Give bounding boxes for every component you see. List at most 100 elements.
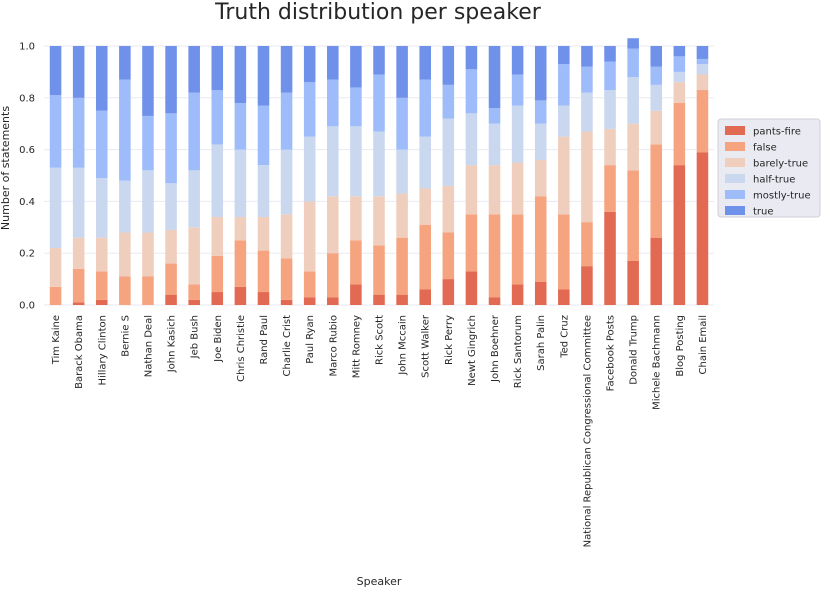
bar-stack [95,46,108,305]
bar-segment-barely-true [72,237,85,269]
bar-segment-half-true [696,64,709,75]
bar-segment-pants-fire [465,271,478,305]
bar-stack [257,46,270,305]
bar-segment-false [72,268,85,303]
bar-segment-barely-true [119,232,131,277]
bar-segment-half-true [442,118,455,186]
bar-segment-barely-true [188,227,200,285]
bar-segment-mostly-true [673,56,686,72]
bar-segment-mostly-true [119,79,131,181]
bar-segment-false [119,276,131,305]
bar-stack [673,46,686,305]
bar-segment-false [142,276,154,305]
bar-segment-false [419,224,431,290]
bar-segment-pants-fire [534,281,547,305]
bar-segment-true [280,46,293,93]
bar-segment-barely-true [280,214,293,259]
bars [49,38,709,305]
bar-segment-pants-fire [581,266,593,305]
y-axis-label: Number of statements [0,106,12,230]
bar-segment-half-true [234,149,247,217]
x-tick-label: Joe Biden [213,315,224,363]
bar-segment-mostly-true [511,74,524,106]
bar-stack [211,46,224,305]
bar-segment-barely-true [488,165,501,215]
bar-segment-barely-true [627,123,639,171]
bar-segment-pants-fire [673,165,686,305]
bar-segment-false [257,250,270,293]
bar-segment-mostly-true [95,110,108,179]
bar-stack [188,46,200,305]
bar-segment-half-true [211,144,224,217]
bar-segment-pants-fire [257,292,270,305]
x-tick-label: Newt Gingrich [467,315,478,386]
y-tick-label: 0.0 [19,301,35,312]
bar-segment-mostly-true [165,113,177,184]
bar-stack [373,46,385,305]
bar-segment-mostly-true [627,48,639,78]
bar-segment-true [650,46,663,67]
bar-segment-true [604,46,616,62]
bar-segment-mostly-true [234,102,247,150]
bar-stack [280,46,293,305]
bar-segment-false [95,271,108,300]
bar-segment-false [650,144,663,238]
bar-segment-pants-fire [72,302,85,305]
bar-stack [327,46,339,305]
x-tick-label: John Kasich [167,315,178,373]
bar-segment-false [165,263,177,295]
bar-segment-half-true [119,180,131,233]
bar-segment-half-true [650,84,663,111]
bar-segment-barely-true [650,110,663,145]
bar-segment-half-true [558,105,570,137]
bar-segment-mostly-true [188,92,200,171]
bar-segment-true [673,46,686,57]
bar-segment-barely-true [442,185,455,233]
bar-stack [119,46,131,305]
bar-segment-true [442,46,455,85]
bar-segment-false [604,165,616,212]
legend-swatch-mostly-true [725,190,745,199]
bar-segment-false [350,240,362,285]
bar-segment-false [534,196,547,282]
bar-segment-mostly-true [419,79,431,137]
bar-segment-half-true [49,167,62,249]
bar-segment-half-true [280,149,293,215]
bar-segment-mostly-true [650,66,663,85]
bar-segment-false [627,170,639,261]
x-tick-label: Nathan Deal [143,315,154,377]
bar-segment-barely-true [49,248,62,287]
legend-swatch-false [725,142,745,151]
legend-label-true: true [753,207,774,218]
legend-swatch-pants-fire [725,126,745,135]
bar-segment-mostly-true [442,84,455,119]
bar-segment-half-true [165,183,177,230]
bar-segment-mostly-true [373,74,385,132]
bar-segment-true [49,46,62,96]
x-tick-label: Rick Scott [375,315,386,365]
bar-segment-half-true [72,167,85,238]
bar-segment-mostly-true [257,105,270,166]
x-tick-label: Jeb Bush [190,315,201,359]
bar-stack [558,46,570,305]
bar-segment-false [49,286,62,305]
bar-segment-barely-true [396,193,408,238]
x-axis-ticks: Tim Kaine Barack Obama Hillary Clinton Bern… [51,314,709,547]
bar-segment-true [72,46,85,98]
legend-swatch-true [725,206,745,215]
bar-segment-false [465,214,478,272]
bar-segment-mostly-true [280,92,293,150]
bar-segment-pants-fire [696,152,709,305]
y-tick-label: 0.2 [19,249,35,260]
bar-segment-half-true [604,90,616,129]
bar-segment-true [257,46,270,106]
y-tick-label: 0.4 [19,197,35,208]
bar-segment-mostly-true [327,79,339,127]
bar-segment-true [303,46,316,83]
legend-swatch-barely-true [725,158,745,167]
bar-stack [650,46,663,305]
bar-segment-half-true [511,105,524,163]
bar-segment-true [558,46,570,65]
bar-segment-half-true [327,126,339,197]
bar-segment-true [142,46,154,116]
